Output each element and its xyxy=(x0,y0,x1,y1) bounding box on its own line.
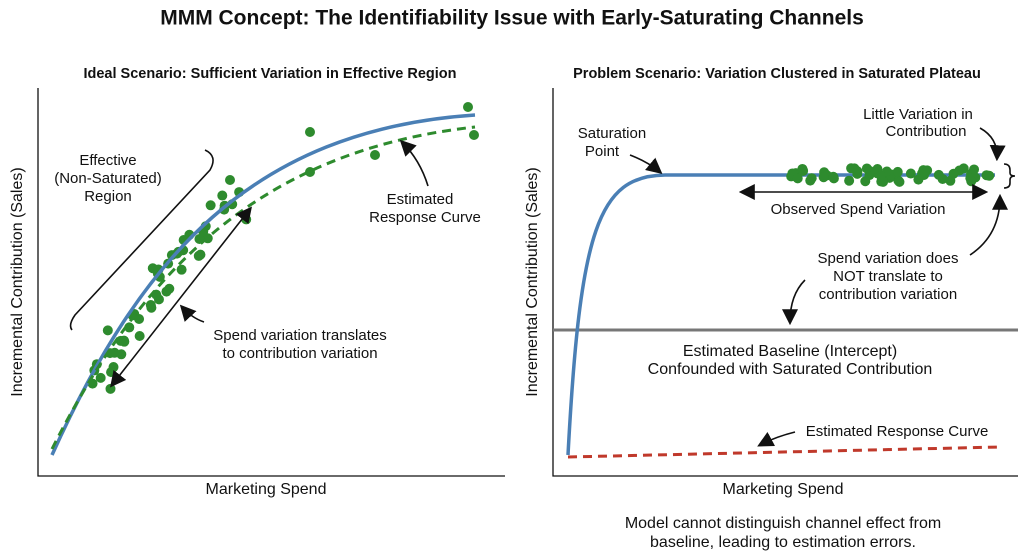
left-x-label: Marketing Spend xyxy=(206,481,327,498)
dot xyxy=(205,200,216,211)
curve-label: Estimated Response Curve xyxy=(806,423,989,440)
estimated-curve xyxy=(567,445,1001,459)
footer: baseline, leading to estimation errors. xyxy=(650,534,916,551)
dot xyxy=(828,171,839,182)
variation-label: Spend variation translates xyxy=(213,327,386,344)
dot xyxy=(861,163,872,174)
dot xyxy=(305,167,315,177)
dot xyxy=(798,165,809,176)
variation-pointer xyxy=(179,304,205,323)
dot xyxy=(892,166,903,177)
region-label: Region xyxy=(84,188,132,205)
dot xyxy=(948,168,959,179)
right-axes xyxy=(552,88,1018,477)
dot xyxy=(844,175,855,186)
no-translate-label: contribution variation xyxy=(819,286,957,303)
no-translate-label: NOT translate to xyxy=(833,268,943,285)
estimated-curve xyxy=(50,125,476,450)
right-dots xyxy=(786,163,995,187)
dot xyxy=(969,164,980,175)
dot xyxy=(792,173,803,184)
dot xyxy=(905,168,916,179)
dot xyxy=(463,102,473,112)
dot xyxy=(875,170,886,181)
baseline-pointer xyxy=(782,279,806,326)
true-curve xyxy=(566,173,995,456)
no-translate-label: Spend variation does xyxy=(818,250,959,267)
dot xyxy=(922,165,933,176)
curve-pointer xyxy=(757,431,796,447)
left-y-label: Incremental Contribution (Sales) xyxy=(9,167,26,396)
dot xyxy=(95,372,106,383)
dot xyxy=(469,130,479,140)
curve-pointer xyxy=(399,139,429,187)
region-label: (Non-Saturated) xyxy=(54,170,162,187)
right-x-label: Marketing Spend xyxy=(723,481,844,498)
dot xyxy=(176,264,187,275)
dot xyxy=(102,325,113,336)
title: MMM Concept: The Identifiability Issue w… xyxy=(160,7,864,30)
dot xyxy=(818,172,829,183)
dot xyxy=(852,166,863,177)
region-label: Effective xyxy=(79,152,136,169)
dot xyxy=(105,383,116,394)
dot xyxy=(195,249,206,260)
saturation-pointer xyxy=(629,154,663,175)
variation-label: to contribution variation xyxy=(222,345,377,362)
dot xyxy=(894,176,905,187)
baseline-label: Confounded with Saturated Contribution xyxy=(648,361,933,378)
curve-label: Response Curve xyxy=(369,209,481,226)
left-axes xyxy=(37,88,505,477)
dot xyxy=(806,173,817,184)
little-variation-pointer xyxy=(979,127,1006,162)
dot xyxy=(966,176,977,187)
baseline-label: Estimated Baseline (Intercept) xyxy=(683,343,897,360)
spend-label: Observed Spend Variation xyxy=(771,201,946,218)
dot xyxy=(305,127,315,137)
right-y-label: Incremental Contribution (Sales) xyxy=(524,167,541,396)
brace xyxy=(1003,163,1016,189)
dot xyxy=(134,331,145,342)
left-subtitle: Ideal Scenario: Sufficient Variation in … xyxy=(83,66,456,82)
saturation-label: Saturation xyxy=(578,125,646,142)
dot xyxy=(217,190,228,201)
saturation-label: Point xyxy=(585,143,620,160)
footer: Model cannot distinguish channel effect … xyxy=(625,515,941,532)
dot xyxy=(164,283,175,294)
dot xyxy=(146,302,157,313)
right-subtitle: Problem Scenario: Variation Clustered in… xyxy=(573,66,981,82)
dot xyxy=(958,163,969,174)
little-variation-label: Contribution xyxy=(886,123,967,140)
variation-arrow xyxy=(110,206,252,388)
dot xyxy=(106,367,117,378)
little-variation-label: Little Variation in xyxy=(863,106,973,123)
dot xyxy=(225,175,235,185)
dot xyxy=(933,169,944,180)
dot xyxy=(860,176,871,187)
dot xyxy=(370,150,380,160)
curve-label: Estimated xyxy=(387,191,454,208)
no-translate-pointer xyxy=(969,193,1008,256)
dot xyxy=(116,349,127,360)
dot xyxy=(981,170,992,181)
dot xyxy=(119,336,130,347)
